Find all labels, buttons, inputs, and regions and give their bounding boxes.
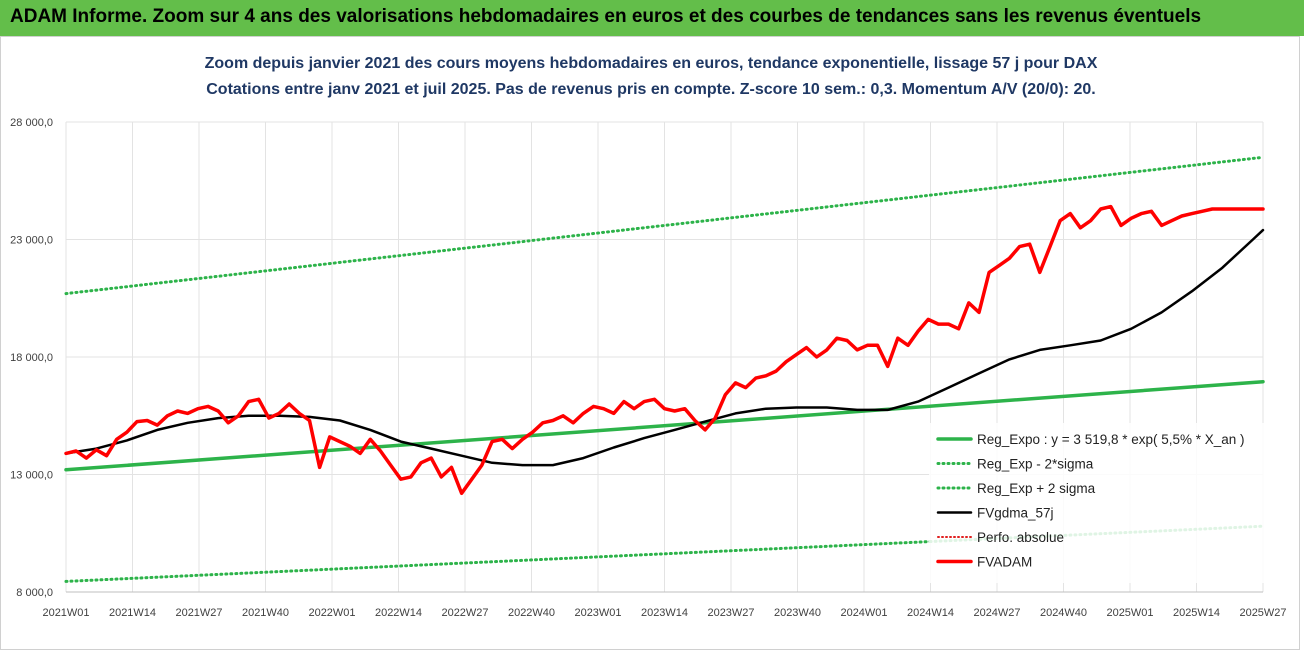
x-tick-label: 2022W27 [441,607,488,619]
x-tick-label: 2023W40 [774,607,821,619]
series-reg-expo [64,379,1265,472]
legend: Reg_Expo : y = 3 519,8 * exp( 5,5% * X_a… [929,423,1269,583]
x-tick-label: 2024W27 [973,607,1020,619]
chart-svg: Zoom depuis janvier 2021 des cours moyen… [10,55,1287,619]
y-axis: 8 000,0 13 000,0 18 000,0 23 000,0 28 000,0 [10,117,53,599]
x-tick-label: 2024W01 [840,607,887,619]
y-tick-label: 13 000,0 [10,470,53,482]
series-reg-exp-plus-2sigma [64,155,1265,296]
x-tick-label: 2022W40 [508,607,555,619]
y-tick-label: 18 000,0 [10,352,53,364]
legend-label: Perfo. absolue [977,530,1064,545]
y-tick-label: 23 000,0 [10,235,53,247]
chart-subtitle: Cotations entre janv 2021 et juil 2025. … [206,81,1096,98]
x-tick-label: 2022W14 [375,607,422,619]
x-tick-label: 2022W01 [308,607,355,619]
x-axis: 2021W01 2021W14 2021W27 2021W40 2022W01 2022W… [42,591,1287,619]
x-tick-label: 2024W14 [907,607,954,619]
header-title: ADAM Informe. Zoom sur 4 ans des valoris… [10,6,1202,27]
legend-label: FVADAM [977,555,1032,570]
legend-label: Reg_Exp + 2 sigma [977,481,1096,496]
x-tick-label: 2021W01 [42,607,89,619]
x-tick-label: 2023W27 [707,607,754,619]
series-fvadam [64,204,1265,496]
y-tick-label: 28 000,0 [10,117,53,129]
legend-label: FVgdma_57j [977,506,1054,521]
y-tick-label: 8 000,0 [16,587,53,599]
x-tick-label: 2021W40 [242,607,289,619]
x-tick-label: 2023W14 [641,607,688,619]
x-tick-label: 2021W14 [109,607,156,619]
x-tick-label: 2021W27 [175,607,222,619]
legend-box [929,423,1269,583]
legend-label: Reg_Exp - 2*sigma [977,457,1094,472]
x-tick-label: 2024W40 [1040,607,1087,619]
x-tick-label: 2025W27 [1239,607,1286,619]
x-tick-label: 2023W01 [574,607,621,619]
chart-frame: Zoom depuis janvier 2021 des cours moyen… [0,36,1300,650]
x-tick-label: 2025W14 [1173,607,1220,619]
chart-title: Zoom depuis janvier 2021 des cours moyen… [205,55,1098,72]
x-tick-label: 2025W01 [1106,607,1153,619]
header-bar: ADAM Informe. Zoom sur 4 ans des valoris… [0,0,1304,36]
legend-label: Reg_Expo : y = 3 519,8 * exp( 5,5% * X_a… [977,432,1245,447]
